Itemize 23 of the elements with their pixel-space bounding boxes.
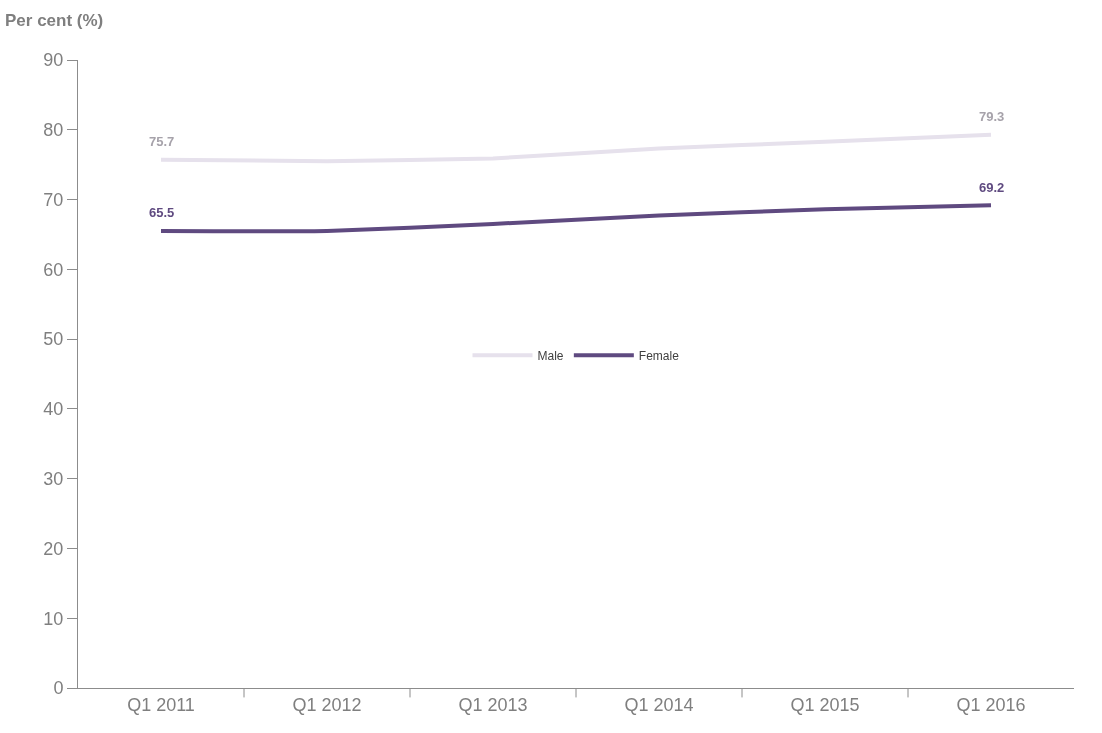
- y-tick-label: 90: [43, 50, 64, 71]
- x-tick-label: Q1 2014: [624, 694, 694, 715]
- data-label: 79.3: [979, 109, 1005, 124]
- y-tick-label: 40: [43, 399, 64, 420]
- legend-label: Female: [638, 348, 680, 363]
- y-tick-label: 70: [43, 189, 64, 210]
- data-label: 65.5: [149, 205, 175, 220]
- legend-label: Male: [537, 348, 564, 363]
- y-tick-label: 60: [43, 259, 64, 280]
- y-tick-label: 0: [53, 678, 64, 699]
- data-label: 75.7: [149, 134, 175, 149]
- x-tick-label: Q1 2011: [127, 694, 195, 715]
- y-tick-label: 10: [43, 608, 64, 629]
- y-tick-label: 50: [43, 329, 64, 350]
- data-label: 69.2: [979, 180, 1005, 195]
- y-tick-label: 80: [43, 120, 64, 141]
- x-tick-label: Q1 2016: [956, 694, 1026, 715]
- y-axis-title: Per cent (%): [5, 11, 104, 30]
- x-tick-label: Q1 2015: [790, 694, 860, 715]
- y-tick-label: 20: [43, 538, 64, 559]
- x-tick-label: Q1 2013: [458, 694, 528, 715]
- x-tick-label: Q1 2012: [292, 694, 362, 715]
- y-tick-label: 30: [43, 468, 64, 489]
